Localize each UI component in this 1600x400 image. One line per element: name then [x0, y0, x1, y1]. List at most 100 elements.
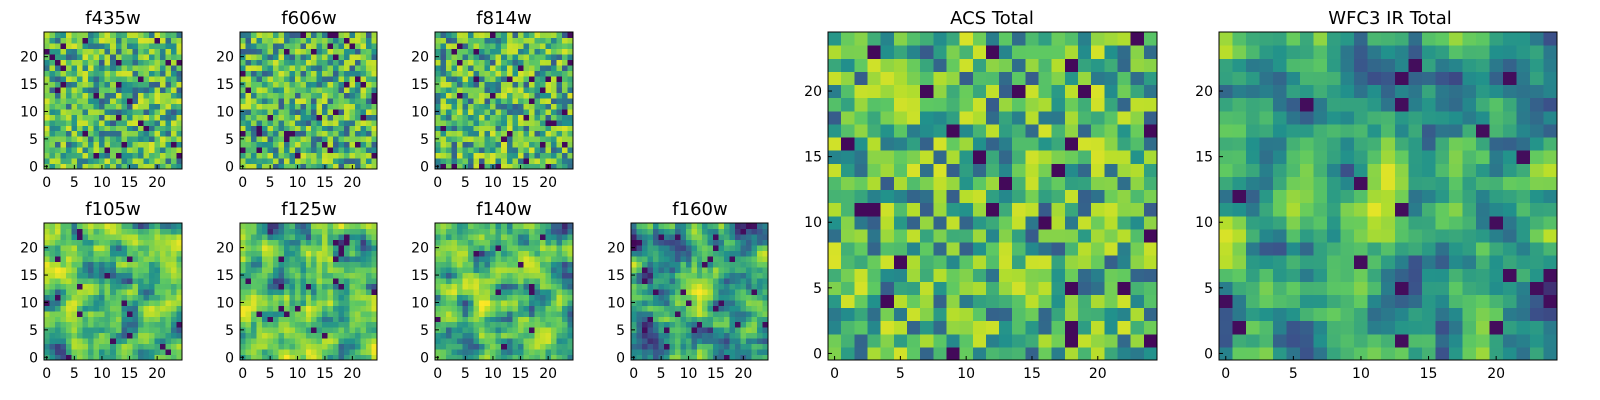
heatmap-cell [933, 268, 948, 282]
heatmap-cell [506, 163, 513, 170]
heatmap-cell [366, 42, 373, 50]
heatmap-cell [316, 92, 323, 99]
heatmap-cell [561, 108, 569, 115]
heatmap-cell [854, 333, 869, 348]
heatmap-cell [680, 343, 687, 350]
heatmap-cell [132, 125, 139, 132]
heatmap-cell [360, 294, 367, 301]
heatmap-cell [707, 349, 714, 356]
heatmap-cell [506, 277, 513, 284]
heatmap-cell [71, 119, 78, 126]
heatmap-cell [311, 228, 318, 235]
heatmap-cell [126, 310, 133, 317]
heatmap-cell [501, 283, 508, 290]
heatmap-cell [647, 349, 654, 356]
heatmap-cell [137, 108, 144, 115]
heatmap-cell [93, 92, 100, 99]
heatmap-cell [501, 75, 508, 82]
heatmap-cell [490, 261, 497, 268]
heatmap-cell [333, 42, 340, 50]
heatmap-cell [132, 136, 139, 143]
heatmap-cell [561, 92, 569, 99]
heatmap-cell [333, 283, 340, 290]
heatmap-cell [88, 64, 95, 71]
heatmap-cell [137, 147, 144, 154]
heatmap-cell [322, 70, 329, 77]
heatmap-cell [77, 42, 84, 50]
heatmap-cell [60, 255, 67, 262]
heatmap-cell [272, 32, 279, 39]
heatmap-cell [1025, 281, 1040, 295]
heatmap-cell [154, 64, 161, 71]
heatmap-cell [746, 354, 753, 361]
heatmap-cell [523, 130, 530, 137]
heatmap-cell [322, 48, 329, 55]
heatmap-cell [561, 141, 569, 148]
heatmap-cell [685, 332, 692, 339]
heatmap-cell [165, 266, 172, 273]
heatmap-cell [484, 255, 491, 262]
x-tick-label: 15 [121, 175, 139, 191]
heatmap-cell [647, 261, 654, 268]
heatmap-cell [828, 346, 842, 361]
heatmap-cell [300, 119, 307, 126]
heatmap-cell [490, 272, 497, 279]
heatmap-cell [77, 92, 84, 99]
heatmap-cell [567, 147, 574, 154]
heatmap-cell [713, 266, 720, 273]
heatmap-cell [360, 42, 367, 50]
heatmap-cell [66, 152, 73, 159]
heatmap-cell [567, 233, 574, 241]
heatmap-cell [126, 141, 133, 148]
heatmap-cell [528, 250, 535, 257]
heatmap-cell [517, 228, 524, 235]
heatmap-cell [523, 349, 530, 356]
heatmap-cell [462, 152, 469, 159]
heatmap-cell [1012, 333, 1026, 348]
heatmap-cell [658, 349, 665, 356]
heatmap-cell [115, 42, 122, 50]
heatmap-cell [360, 272, 367, 279]
heatmap-cell [501, 266, 508, 273]
heatmap-cell [517, 305, 524, 312]
heatmap-cell [137, 42, 144, 50]
heatmap-cell [468, 147, 475, 154]
heatmap-cell [349, 64, 356, 71]
heatmap-cell [550, 244, 558, 251]
heatmap-cell [658, 244, 665, 251]
heatmap-cell [528, 86, 535, 93]
heatmap-cell [366, 32, 373, 39]
heatmap-cell [110, 59, 117, 66]
heatmap-cell [121, 338, 128, 345]
heatmap-cell [545, 338, 552, 345]
heatmap-cell [1104, 136, 1119, 151]
heatmap-cell [1012, 241, 1026, 256]
heatmap-cell [550, 92, 558, 99]
heatmap-cell [567, 294, 574, 301]
heatmap-cell [261, 233, 268, 241]
heatmap-cell [165, 103, 172, 110]
heatmap-cell [1038, 228, 1053, 243]
heatmap-cell [696, 316, 703, 323]
heatmap-cell [278, 261, 285, 268]
heatmap-cell [680, 321, 687, 328]
heatmap-cell [757, 354, 764, 361]
heatmap-cell [691, 261, 698, 268]
heatmap-cell [143, 354, 150, 361]
heatmap-cell [272, 332, 279, 339]
heatmap-cell [316, 75, 323, 82]
heatmap-cell [143, 48, 150, 55]
heatmap-cell [165, 119, 172, 126]
heatmap-cell [550, 288, 558, 295]
heatmap-cell [126, 332, 133, 339]
heatmap-cell [165, 228, 172, 235]
heatmap-cell [99, 125, 106, 132]
heatmap-cell [1012, 163, 1026, 177]
heatmap-cell [245, 136, 252, 143]
heatmap-cell [495, 233, 502, 241]
heatmap-cell [121, 354, 128, 361]
heatmap-cell [561, 103, 569, 110]
heatmap-cell [338, 37, 345, 44]
heatmap-cell [126, 114, 133, 121]
heatmap-cell [294, 141, 301, 148]
